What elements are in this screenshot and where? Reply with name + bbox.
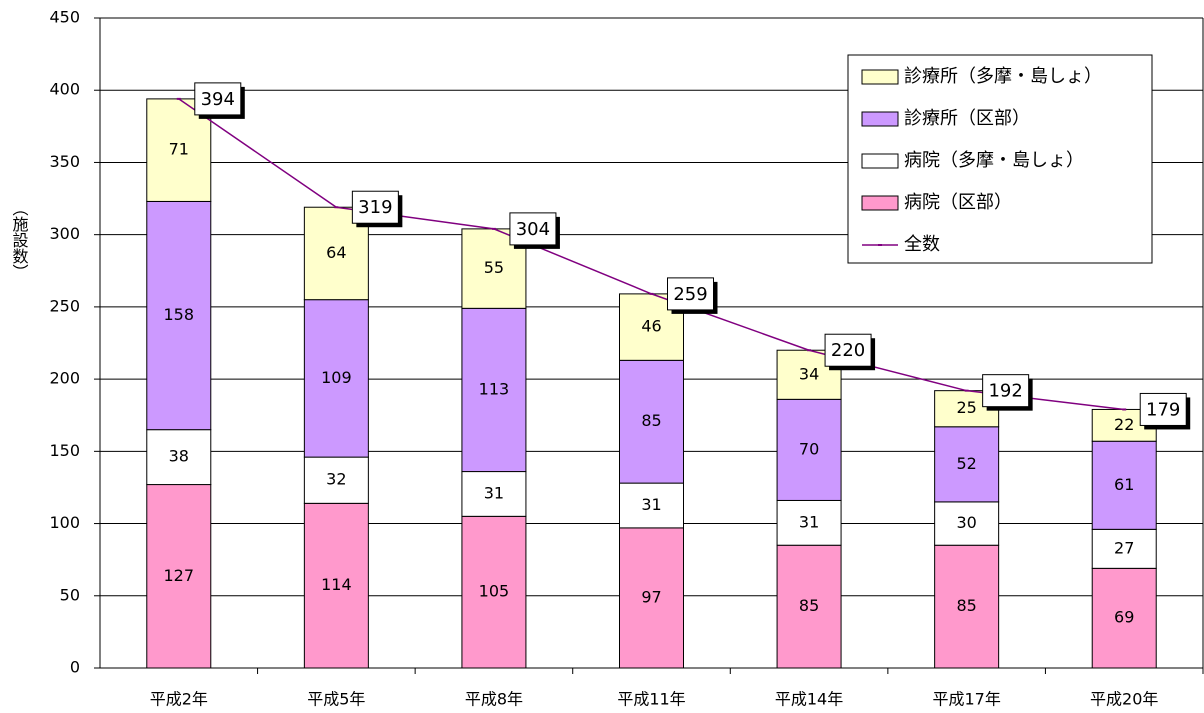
value-label: 85 <box>956 596 976 615</box>
x-tick-label: 平成17年 <box>932 690 1000 709</box>
bar-segment <box>619 527 684 669</box>
value-label: 32 <box>326 470 346 489</box>
total-marker <box>964 389 969 392</box>
y-axis-label: （施設数） <box>10 200 29 280</box>
y-tick-label: 0 <box>70 658 80 677</box>
value-label: 46 <box>641 317 661 336</box>
legend-label: 病院（区部） <box>904 192 1012 213</box>
total-label: 179 <box>1146 399 1180 420</box>
value-label: 71 <box>169 140 189 159</box>
value-label: 113 <box>479 379 510 398</box>
total-marker <box>334 206 339 209</box>
x-tick-label: 平成20年 <box>1090 690 1158 709</box>
value-label: 38 <box>169 447 189 466</box>
x-tick-label: 平成2年 <box>150 690 208 709</box>
value-label: 27 <box>1114 538 1134 557</box>
bar-segment <box>619 482 684 529</box>
legend-label: 診療所（区部） <box>904 108 1030 129</box>
total-label: 259 <box>673 284 707 305</box>
value-label: 64 <box>326 243 346 262</box>
bar-segment <box>303 456 369 504</box>
label-box <box>1139 392 1187 426</box>
value-label: 31 <box>641 495 661 514</box>
total-label: 319 <box>358 197 392 218</box>
bar-segment <box>934 544 1000 669</box>
value-label: 55 <box>484 258 504 277</box>
bar-segment <box>934 426 1000 503</box>
x-tick-label: 平成5年 <box>307 690 365 709</box>
bar-segment <box>146 429 212 486</box>
legend-swatch <box>861 195 899 211</box>
value-label: 85 <box>799 596 819 615</box>
value-label: 109 <box>321 368 352 387</box>
value-label: 25 <box>956 398 976 417</box>
y-tick-label: 350 <box>49 152 80 171</box>
legend-swatch <box>861 153 899 169</box>
value-label: 34 <box>799 364 819 383</box>
legend-swatch <box>861 69 899 85</box>
total-label: 304 <box>516 219 550 240</box>
y-tick-label: 400 <box>49 80 80 99</box>
y-tick-label: 200 <box>49 369 80 388</box>
total-label: 394 <box>201 89 235 110</box>
bar-segment <box>1091 440 1157 530</box>
legend-marker <box>878 244 882 246</box>
label-box <box>824 333 872 367</box>
total-label: 192 <box>988 381 1022 402</box>
x-tick-label: 平成8年 <box>465 690 523 709</box>
label-box <box>982 374 1030 408</box>
bar-segment <box>146 200 212 431</box>
total-label: 220 <box>831 340 865 361</box>
bar-segment <box>1091 567 1157 669</box>
legend-swatch <box>861 111 899 127</box>
value-label: 52 <box>956 454 976 473</box>
value-label: 105 <box>479 582 510 601</box>
y-tick-label: 50 <box>60 585 80 604</box>
bar-segment <box>619 359 684 484</box>
total-marker <box>807 349 812 352</box>
bar-segment <box>461 471 527 517</box>
value-label: 30 <box>956 513 976 532</box>
bar-segment <box>303 299 369 458</box>
label-box <box>351 190 399 224</box>
bar-segment <box>461 515 527 669</box>
bar-segment <box>934 501 1000 546</box>
legend-label: 診療所（多摩・島しょ） <box>904 66 1102 87</box>
total-marker <box>176 97 181 100</box>
bar-segment <box>146 484 212 669</box>
value-label: 61 <box>1114 475 1134 494</box>
y-tick-label: 250 <box>49 296 80 315</box>
legend-label: 病院（多摩・島しょ） <box>904 150 1084 171</box>
x-tick-label: 平成11年 <box>617 690 685 709</box>
y-tick-label: 450 <box>49 8 80 27</box>
y-tick-label: 300 <box>49 224 80 243</box>
value-label: 85 <box>641 411 661 430</box>
label-box <box>667 277 714 311</box>
bar-segment <box>303 502 369 669</box>
label-box <box>509 212 557 246</box>
value-label: 158 <box>164 305 195 324</box>
label-box <box>194 82 242 116</box>
bar-segment <box>776 544 842 669</box>
y-tick-label: 150 <box>49 441 80 460</box>
bar-segment <box>776 398 842 501</box>
total-marker <box>1122 408 1127 411</box>
value-label: 31 <box>799 512 819 531</box>
bar-segment <box>1091 528 1157 569</box>
bar-segment <box>461 307 527 473</box>
value-label: 97 <box>641 587 661 606</box>
value-label: 69 <box>1114 608 1134 627</box>
value-label: 31 <box>484 483 504 502</box>
value-label: 114 <box>321 575 352 594</box>
total-marker <box>491 227 496 230</box>
y-tick-label: 100 <box>49 513 80 532</box>
legend-label: 全数 <box>904 234 940 255</box>
value-label: 127 <box>164 566 195 585</box>
value-label: 70 <box>799 439 819 458</box>
x-tick-label: 平成14年 <box>775 690 843 709</box>
total-marker <box>649 292 654 295</box>
value-label: 22 <box>1114 415 1134 434</box>
legend-box <box>847 54 1153 264</box>
